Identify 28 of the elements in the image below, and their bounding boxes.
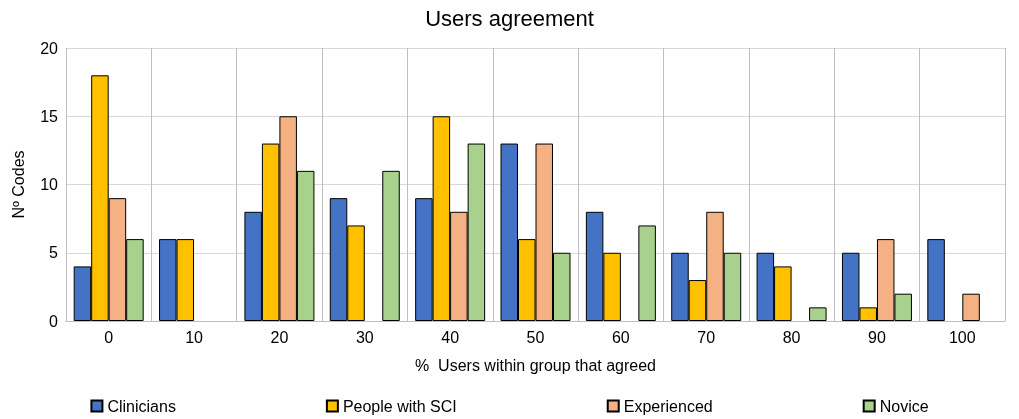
- x-axis-title: % Users within group that agreed: [414, 356, 657, 374]
- x-tick-label: 90: [868, 328, 886, 346]
- y-tick-label: 5: [49, 244, 59, 262]
- x-tick-label: 70: [697, 328, 716, 346]
- x-tick-label: 40: [441, 328, 460, 346]
- x-tick-label: 30: [355, 328, 374, 346]
- y-tick-label: 20: [40, 39, 59, 57]
- bar: [962, 293, 980, 321]
- bar: [809, 307, 827, 321]
- bar: [382, 170, 400, 321]
- legend-label: People with SCI: [342, 397, 457, 415]
- legend-label: Clinicians: [107, 397, 176, 415]
- x-tick-label: 0: [104, 328, 114, 346]
- y-tick-label: 10: [40, 176, 59, 193]
- x-tick-label: 50: [526, 328, 545, 346]
- y-tick-label: 0: [49, 312, 59, 330]
- chart-title: Users agreement: [425, 5, 594, 31]
- x-tick-label: 10: [185, 328, 204, 346]
- y-axis-title: Nº Codes: [9, 150, 27, 219]
- bar: [638, 225, 656, 321]
- bar: [927, 239, 945, 321]
- x-tick-label: 100: [948, 328, 976, 346]
- legend-label: Novice: [879, 397, 929, 415]
- x-tick-label: 20: [270, 328, 289, 346]
- legend-label: Experienced: [623, 397, 713, 415]
- x-tick-label: 80: [782, 328, 801, 346]
- x-tick-label: 60: [611, 328, 630, 346]
- y-tick-label: 15: [40, 107, 59, 125]
